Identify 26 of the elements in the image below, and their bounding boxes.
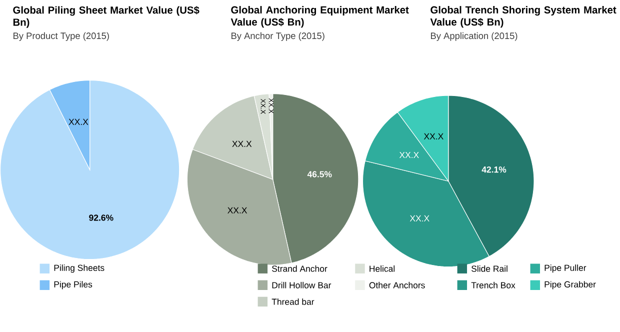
- data-label: XX.X: [68, 118, 88, 125]
- legend-label: Other Anchors: [369, 282, 425, 288]
- chart-title: Global Trench Shoring System Market Value (US$ Bn): [430, 6, 616, 28]
- legend-label: Pipe Piles: [54, 281, 92, 290]
- chart-subtitle: By Product Type (2015): [14, 32, 109, 41]
- legend-label: Slide Rail: [472, 265, 508, 272]
- chart-title: Global Piling Sheet Market Value (US$ Bn): [13, 6, 200, 28]
- data-label: XX.X: [232, 140, 252, 147]
- data-label: XX.X: [228, 207, 248, 214]
- legend-label: Drill Hollow Bar: [272, 282, 332, 288]
- data-label: XX.X: [399, 152, 419, 158]
- data-label: 46.5%: [307, 171, 332, 178]
- legend-label: Pipe Puller: [544, 264, 586, 273]
- legend-label: Piling Sheets: [54, 264, 104, 273]
- legend-label: Pipe Grabber: [544, 281, 596, 290]
- legend-label: Helical: [370, 265, 395, 272]
- data-label: 42.1%: [482, 166, 506, 173]
- legend-label: Trench Box: [471, 282, 516, 288]
- data-label: 92.6%: [89, 214, 114, 221]
- legend-label: Thread bar: [272, 298, 314, 305]
- chart-title: Global Anchoring Equipment Market Value (US$ Bn): [230, 6, 409, 28]
- legend-label: Strand Anchor: [272, 265, 328, 272]
- chart-subtitle: By Anchor Type (2015): [232, 32, 324, 41]
- data-label: XX.X: [424, 133, 444, 140]
- chart-subtitle: By Application (2015): [430, 32, 518, 41]
- data-label: XX.X: [410, 216, 430, 222]
